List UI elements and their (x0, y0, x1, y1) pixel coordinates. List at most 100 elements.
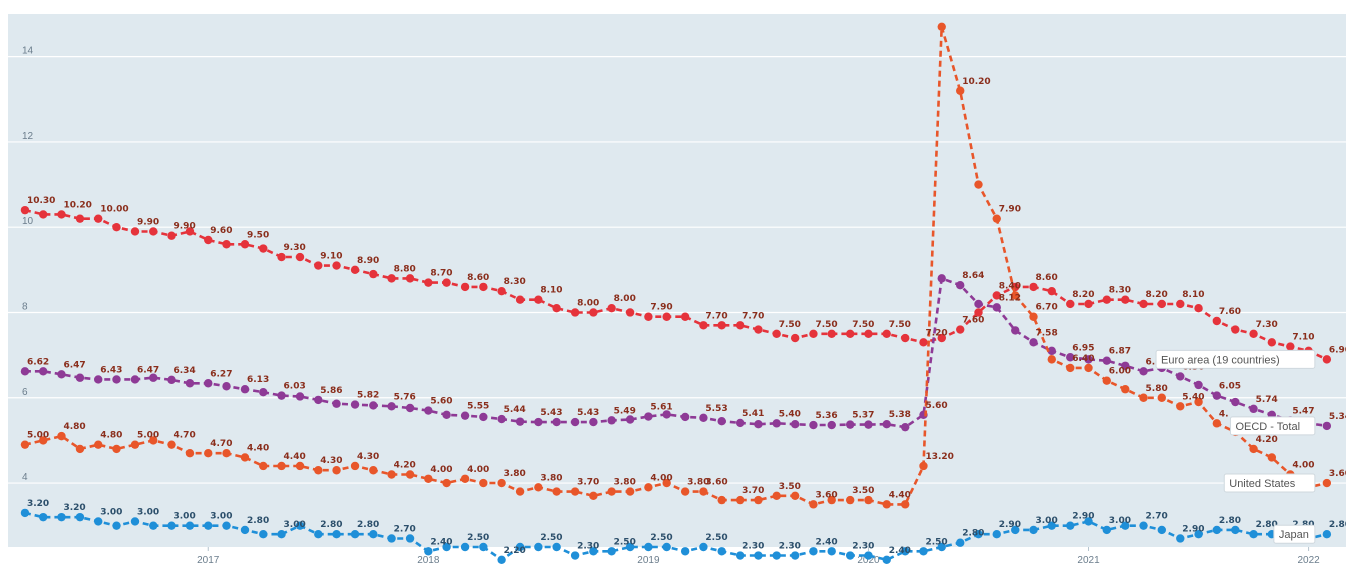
data-point-oecd-total (167, 375, 176, 385)
data-label-euro-area-19-countries: 9.90 (137, 217, 159, 227)
data-point-japan (75, 512, 85, 522)
data-label-oecd-total: 5.41 (742, 409, 764, 419)
data-point-united-states (1267, 453, 1277, 462)
data-point-oecd-total (1194, 380, 1203, 390)
data-point-oecd-total (1011, 326, 1020, 335)
data-label-euro-area-19-countries: 8.10 (540, 286, 562, 296)
data-label-united-states: 3.50 (779, 482, 801, 492)
data-point-japan (974, 530, 983, 539)
data-label-japan: 2.50 (614, 537, 636, 547)
data-label-japan: 2.80 (1219, 516, 1241, 526)
data-label-united-states: 6.00 (1109, 367, 1131, 377)
data-point-euro-area-19-countries (405, 274, 415, 283)
data-point-euro-area-19-countries (827, 329, 836, 338)
data-point-euro-area-19-countries (20, 205, 30, 215)
data-point-united-states (149, 436, 158, 445)
data-point-japan (185, 521, 195, 530)
data-point-united-states (1121, 385, 1130, 394)
x-tick-label: 2022 (1297, 555, 1320, 566)
data-point-oecd-total (699, 413, 708, 423)
data-point-japan (735, 551, 745, 560)
data-point-japan (332, 530, 341, 539)
data-point-japan (460, 542, 470, 552)
data-label-japan: 2.50 (925, 537, 947, 547)
data-point-oecd-total (1231, 397, 1240, 407)
data-point-oecd-total (680, 412, 690, 422)
data-label-united-states: 3.80 (540, 473, 562, 483)
data-point-oecd-total (809, 420, 818, 430)
data-point-euro-area-19-countries (94, 214, 103, 223)
data-label-euro-area-19-countries: 7.50 (815, 320, 837, 330)
data-point-japan (314, 530, 323, 539)
data-label-oecd-total: 6.47 (63, 360, 85, 370)
data-point-united-states (680, 487, 690, 496)
data-label-oecd-total: 8.64 (962, 271, 984, 281)
data-label-japan: 2.30 (577, 542, 599, 552)
data-point-euro-area-19-countries (332, 261, 341, 270)
gridlines (8, 56, 1346, 484)
data-label-japan: 2.50 (467, 533, 489, 543)
data-point-euro-area-19-countries (57, 210, 66, 219)
data-label-united-states: 7.90 (999, 205, 1021, 215)
data-label-united-states: 4.30 (320, 456, 342, 466)
data-label-united-states: 4.20 (1256, 435, 1278, 445)
data-point-japan (1084, 517, 1093, 526)
data-point-euro-area-19-countries (369, 269, 378, 279)
data-point-oecd-total (1139, 367, 1148, 376)
legend-box-united-states (1223, 473, 1316, 493)
data-label-euro-area-19-countries: 7.10 (1292, 333, 1314, 343)
data-point-oecd-total (589, 417, 598, 427)
data-point-japan (644, 542, 653, 552)
data-label-oecd-total: 6.43 (100, 365, 122, 375)
data-label-oecd-total: 5.82 (357, 391, 379, 401)
legend-label-united-states: United States (1229, 478, 1296, 490)
data-point-euro-area-19-countries (314, 261, 323, 270)
data-point-euro-area-19-countries (1176, 299, 1185, 309)
data-label-oecd-total: 6.47 (137, 365, 159, 375)
data-point-oecd-total (130, 375, 140, 384)
data-point-united-states (57, 431, 66, 441)
data-point-oecd-total (442, 410, 451, 420)
data-point-oecd-total (735, 418, 745, 428)
data-point-euro-area-19-countries (552, 304, 561, 313)
data-point-united-states (369, 466, 378, 475)
data-label-euro-area-19-countries: 8.30 (504, 277, 526, 287)
data-point-euro-area-19-countries (1084, 299, 1093, 309)
data-point-united-states (662, 478, 671, 488)
data-point-oecd-total (314, 395, 323, 405)
data-point-oecd-total (332, 399, 341, 408)
data-label-united-states: 4. (1219, 409, 1229, 419)
data-point-euro-area-19-countries (240, 240, 250, 249)
data-label-united-states: 3.70 (577, 478, 599, 488)
data-point-united-states (259, 461, 268, 471)
data-point-japan (699, 542, 708, 552)
data-point-japan (94, 517, 103, 526)
data-label-japan: 3.20 (27, 499, 49, 509)
data-point-oecd-total (497, 414, 506, 424)
data-point-euro-area-19-countries (130, 227, 140, 236)
data-point-euro-area-19-countries (1066, 299, 1075, 309)
data-point-euro-area-19-countries (387, 274, 396, 283)
data-point-euro-area-19-countries (295, 252, 305, 262)
data-point-oecd-total (1066, 353, 1075, 362)
data-point-japan (589, 547, 598, 556)
data-point-euro-area-19-countries (1267, 338, 1277, 347)
legend-label-oecd-total: OECD - Total (1235, 421, 1300, 433)
data-point-euro-area-19-countries (350, 265, 360, 275)
data-point-japan (1047, 521, 1056, 530)
data-point-japan (112, 521, 121, 530)
data-point-japan (479, 542, 488, 552)
data-point-euro-area-19-countries (662, 312, 671, 321)
data-label-united-states: 6.70 (1036, 303, 1058, 313)
data-point-euro-area-19-countries (460, 282, 470, 292)
data-point-japan (882, 555, 891, 564)
data-point-oecd-total (39, 367, 48, 376)
data-label-oecd-total: 6.05 (1219, 382, 1241, 392)
data-label-japan: 3.00 (1036, 516, 1058, 526)
data-point-euro-area-19-countries (167, 231, 176, 240)
data-label-oecd-total: 5.55 (467, 402, 489, 412)
data-point-oecd-total (94, 375, 103, 384)
data-label-oecd-total: 5.36 (815, 411, 837, 421)
data-label-euro-area-19-countries: 7.60 (1219, 307, 1241, 317)
